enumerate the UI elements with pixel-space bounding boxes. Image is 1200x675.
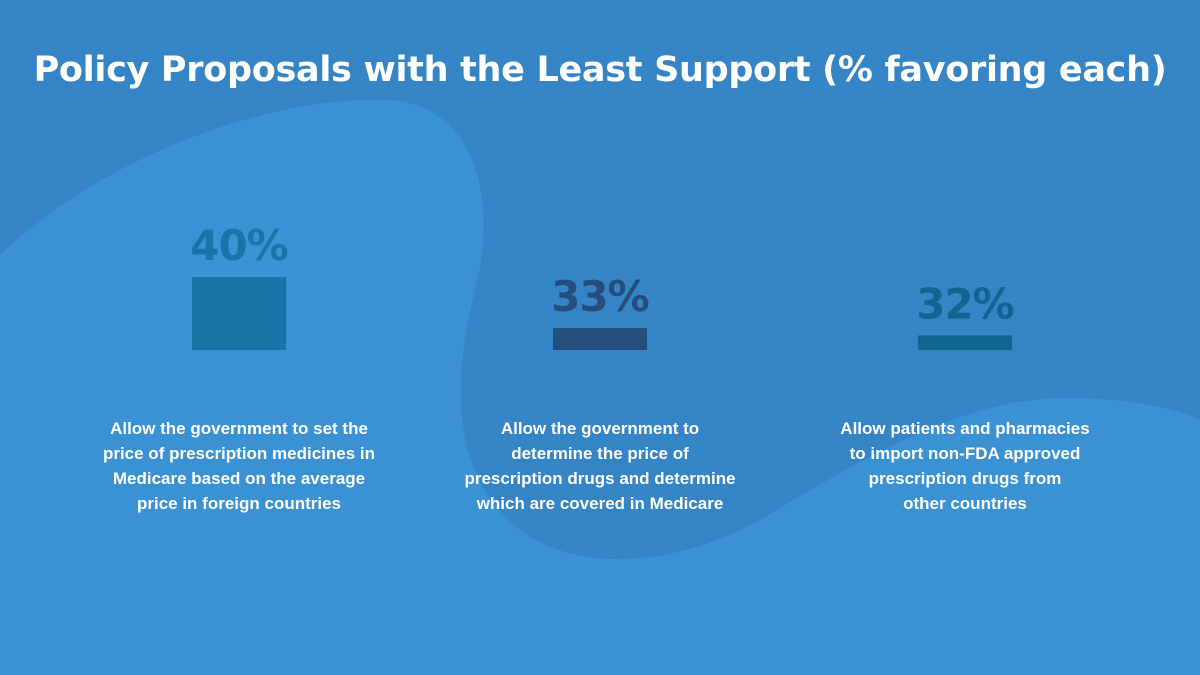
bar-1 [192, 277, 286, 350]
background-blob-left [0, 99, 1200, 675]
category-label-2: Allow the government to determine the pri… [450, 416, 750, 516]
category-label-line: other countries [903, 494, 1027, 513]
value-label-1: 40% [190, 221, 288, 270]
category-label-line: Allow patients and pharmacies [840, 419, 1090, 438]
category-label-line: prescription drugs and determine [464, 469, 736, 488]
category-label-line: Allow the government to set the [110, 419, 368, 438]
category-label-line: Allow the government to [500, 419, 700, 438]
value-label-3: 32% [916, 279, 1014, 328]
chart-title: Policy Proposals with the Least Support … [33, 50, 1167, 90]
category-label-line: prescription drugs from [868, 469, 1062, 488]
category-label-line: determine the price of [511, 444, 689, 463]
category-label-3: Allow patients and pharmacies to import n… [815, 416, 1115, 516]
bar-3 [918, 335, 1012, 350]
category-label-line: price in foreign countries [136, 494, 342, 513]
category-label-line: price of prescription medicines in [102, 444, 376, 463]
bar-2 [553, 328, 647, 350]
category-label-1: Allow the government to set the price of … [89, 416, 389, 516]
value-label-2: 33% [551, 272, 649, 321]
category-label-line: to import non-FDA approved [849, 444, 1081, 463]
category-label-line: which are covered in Medicare [476, 494, 724, 513]
category-label-line: Medicare based on the average [112, 469, 366, 488]
